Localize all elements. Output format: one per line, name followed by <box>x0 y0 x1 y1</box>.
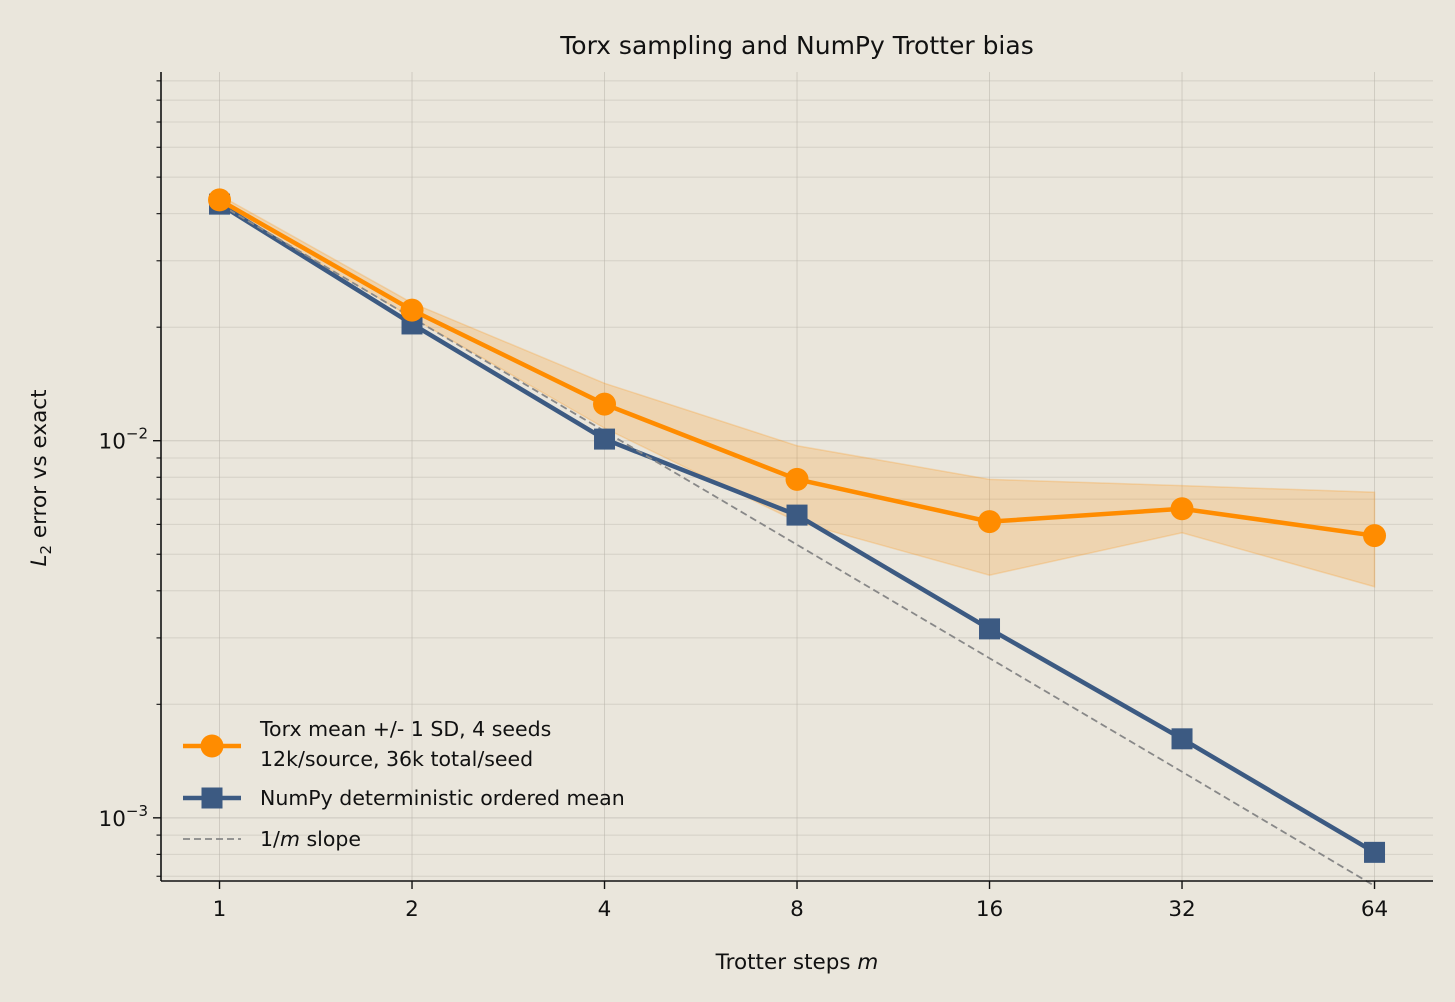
torx-point <box>1363 524 1387 548</box>
numpy-point <box>594 428 616 450</box>
numpy-point <box>1171 728 1193 750</box>
legend: Torx mean +/- 1 SD, 4 seeds 12k/source, … <box>183 717 625 851</box>
x-tick-label: 64 <box>1361 897 1388 922</box>
x-tick-label: 1 <box>213 897 227 922</box>
numpy-point <box>786 504 808 526</box>
x-tick-label: 4 <box>598 897 612 922</box>
x-tick-label: 32 <box>1168 897 1195 922</box>
legend-label-torx: Torx mean +/- 1 SD, 4 seeds <box>259 717 551 741</box>
legend-label-torx-line2: 12k/source, 36k total/seed <box>260 747 533 771</box>
chart-title: Torx sampling and NumPy Trotter bias <box>559 31 1033 60</box>
torx-point <box>593 392 617 416</box>
ticks: 1 2 4 8 16 32 64 10−2 10−3 <box>99 80 1388 922</box>
y-tick-label: 10−3 <box>99 802 148 832</box>
numpy-point <box>979 618 1001 640</box>
legend-marker-torx <box>200 734 224 758</box>
y-axis-label: L2 error vs exact <box>27 389 55 566</box>
x-tick-label: 16 <box>976 897 1003 922</box>
torx-point <box>208 188 232 212</box>
torx-point <box>400 298 424 322</box>
torx-point <box>978 510 1002 534</box>
legend-label-numpy: NumPy deterministic ordered mean <box>260 786 625 810</box>
series-layer <box>208 188 1387 887</box>
x-axis-label: Trotter steps m <box>715 950 879 975</box>
numpy-point <box>1364 841 1386 863</box>
legend-marker-numpy <box>201 787 223 809</box>
y-tick-label: 10−2 <box>99 425 148 455</box>
legend-label-slope: 1/m slope <box>260 827 361 851</box>
torx-point <box>1170 497 1194 521</box>
torx-point <box>785 467 809 491</box>
x-tick-label: 8 <box>790 897 804 922</box>
x-tick-label: 2 <box>405 897 419 922</box>
